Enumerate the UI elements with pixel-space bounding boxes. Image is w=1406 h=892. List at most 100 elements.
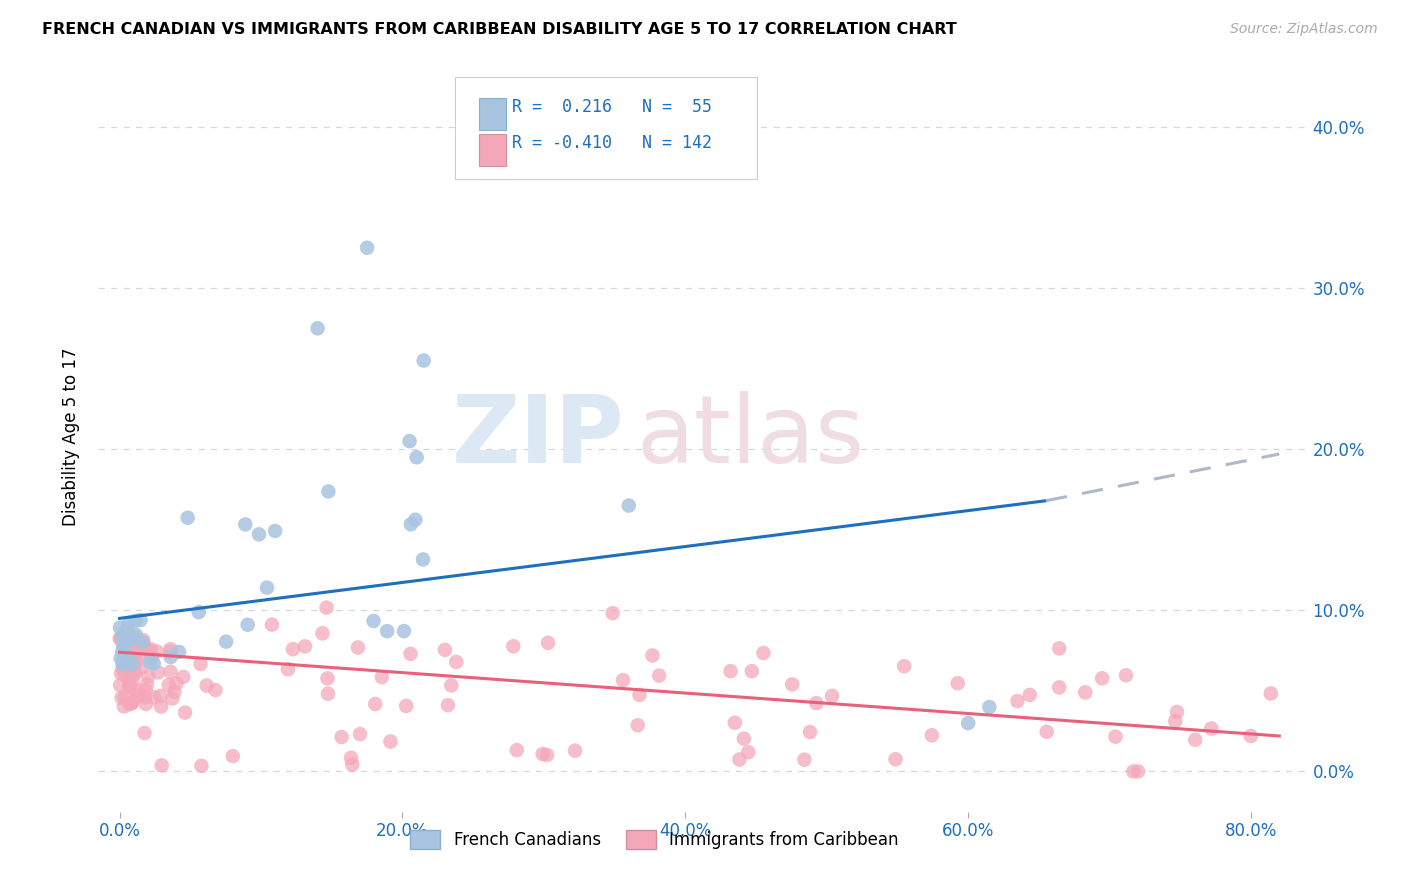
- Point: [602, 606, 624, 620]
- Point: [371, 670, 394, 684]
- Point: [108, 678, 131, 692]
- Point: [1018, 688, 1040, 702]
- Point: [187, 605, 209, 619]
- Point: [112, 639, 135, 653]
- Y-axis label: Disability Age 5 to 17: Disability Age 5 to 17: [62, 348, 80, 526]
- Point: [165, 676, 187, 690]
- Point: [799, 725, 821, 739]
- Point: [159, 645, 181, 659]
- Point: [1184, 732, 1206, 747]
- Point: [315, 600, 337, 615]
- Point: [117, 633, 139, 648]
- Point: [108, 632, 131, 646]
- Point: [139, 655, 162, 669]
- Point: [364, 697, 387, 711]
- Point: [256, 581, 278, 595]
- Point: [124, 666, 146, 681]
- Text: ZIP: ZIP: [451, 391, 624, 483]
- Point: [1115, 668, 1137, 682]
- Point: [124, 630, 146, 644]
- Point: [115, 639, 138, 653]
- Point: [118, 677, 141, 691]
- Point: [125, 682, 148, 697]
- Point: [122, 651, 145, 665]
- FancyBboxPatch shape: [479, 98, 506, 130]
- Point: [204, 683, 226, 698]
- Point: [412, 353, 434, 368]
- Point: [150, 699, 173, 714]
- Point: [380, 734, 402, 748]
- Point: [349, 727, 371, 741]
- Point: [131, 635, 153, 649]
- Point: [118, 669, 141, 683]
- Point: [148, 665, 170, 680]
- Point: [122, 636, 145, 650]
- Point: [132, 635, 155, 649]
- Point: [793, 753, 815, 767]
- Point: [120, 696, 142, 710]
- Point: [114, 642, 136, 657]
- Point: [134, 726, 156, 740]
- Point: [146, 644, 169, 658]
- Point: [311, 626, 333, 640]
- Point: [728, 752, 751, 766]
- Point: [330, 730, 353, 744]
- Point: [617, 499, 640, 513]
- Point: [150, 758, 173, 772]
- Point: [141, 650, 163, 665]
- Point: [138, 643, 160, 657]
- Point: [174, 706, 197, 720]
- Point: [121, 675, 143, 690]
- Point: [884, 752, 907, 766]
- Point: [110, 666, 132, 681]
- Point: [648, 668, 671, 682]
- Point: [347, 640, 370, 655]
- Point: [433, 643, 456, 657]
- Text: atlas: atlas: [637, 391, 865, 483]
- Point: [215, 634, 238, 648]
- Point: [236, 617, 259, 632]
- Point: [132, 639, 155, 653]
- Point: [1240, 729, 1263, 743]
- Point: [132, 632, 155, 647]
- Point: [111, 657, 134, 672]
- Point: [172, 670, 194, 684]
- Point: [149, 689, 172, 703]
- Point: [1260, 686, 1282, 700]
- Point: [502, 640, 524, 654]
- Point: [159, 665, 181, 679]
- FancyBboxPatch shape: [456, 78, 758, 178]
- Point: [741, 664, 763, 678]
- Point: [124, 665, 146, 680]
- Point: [122, 632, 145, 646]
- Point: [1126, 764, 1149, 779]
- Point: [136, 669, 159, 683]
- Point: [806, 696, 828, 710]
- Point: [118, 650, 141, 665]
- Point: [1091, 671, 1114, 685]
- Point: [135, 677, 157, 691]
- Point: [356, 241, 378, 255]
- Point: [724, 715, 747, 730]
- Point: [375, 624, 398, 639]
- Point: [135, 697, 157, 711]
- Point: [412, 552, 434, 566]
- Point: [139, 642, 162, 657]
- Point: [195, 679, 218, 693]
- Point: [752, 646, 775, 660]
- Point: [111, 630, 134, 644]
- Point: [124, 656, 146, 670]
- Point: [1201, 722, 1223, 736]
- Point: [782, 677, 804, 691]
- Point: [108, 621, 131, 635]
- Point: [121, 696, 143, 710]
- Point: [118, 680, 141, 694]
- Point: [163, 685, 186, 699]
- Point: [307, 321, 329, 335]
- Point: [117, 648, 139, 662]
- Point: [363, 614, 385, 628]
- Point: [111, 645, 134, 659]
- Point: [124, 631, 146, 645]
- Point: [177, 510, 200, 524]
- Point: [316, 672, 339, 686]
